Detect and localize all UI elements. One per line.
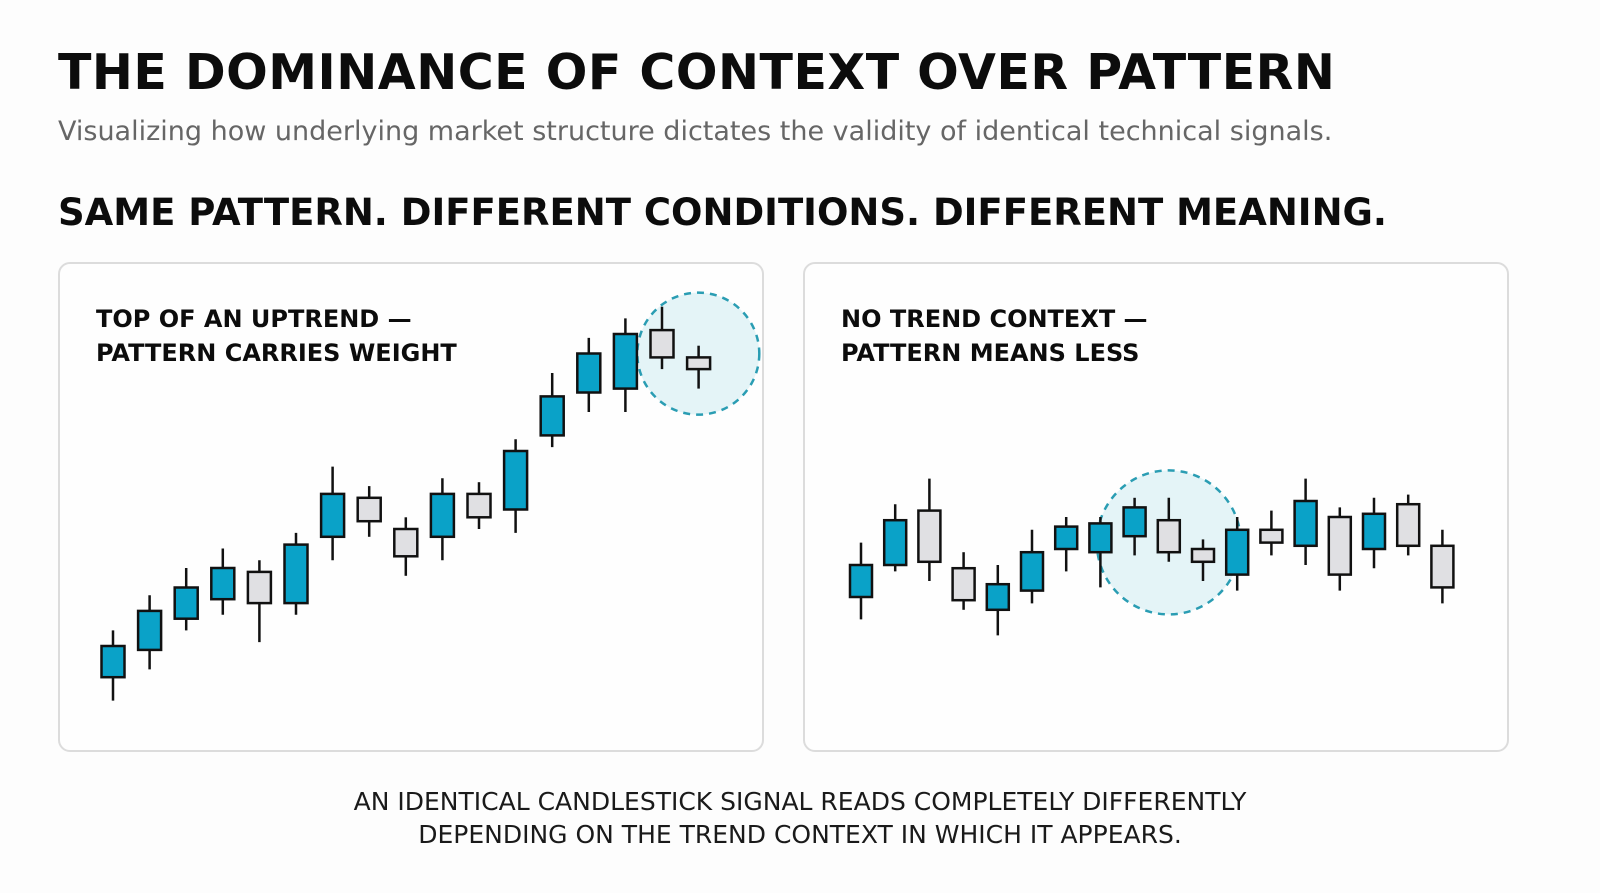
uptrend-candle [319, 466, 346, 561]
uptrend-candle [356, 486, 382, 537]
uptrend-candle-body [393, 527, 419, 558]
no-trend-candle-body [1156, 518, 1182, 554]
no-trend-candle [917, 478, 942, 581]
uptrend-candle-body [356, 496, 382, 523]
uptrend-candle-body [539, 395, 565, 437]
no-trend-candle-body [848, 563, 874, 599]
uptrend-candle-body [502, 449, 529, 511]
no-trend-candle [1122, 497, 1147, 556]
uptrend-candle [136, 595, 163, 670]
uptrend-candle [246, 560, 273, 643]
no-trend-panel-title: NO TREND CONTEXT — PATTERN MEANS LESS [841, 302, 1148, 370]
uptrend-candle-body [100, 644, 126, 679]
no-trend-candle-body [1430, 544, 1455, 589]
no-trend-candle-body [1088, 522, 1113, 554]
uptrend-candle [576, 337, 602, 412]
footer-caption-line1: AN IDENTICAL CANDLESTICK SIGNAL READS CO… [353, 787, 1247, 816]
uptrend-candle [612, 318, 639, 412]
uptrend-candle-body [685, 356, 712, 371]
no-trend-panel-title-line1: NO TREND CONTEXT — [841, 305, 1148, 333]
no-trend-candle-body [882, 518, 908, 567]
uptrend-candle [539, 373, 565, 448]
no-trend-candle-body [1019, 550, 1045, 592]
no-trend-candle-body [985, 582, 1011, 612]
no-trend-candle-body [1224, 528, 1250, 576]
no-trend-candlestick-chart [848, 469, 1455, 636]
uptrend-candle-body [246, 570, 273, 605]
uptrend-candle [502, 439, 529, 533]
uptrend-candle-body [429, 492, 456, 539]
uptrend-candle [466, 482, 492, 529]
no-trend-candle-body [1053, 525, 1079, 551]
no-trend-candle-body [1190, 547, 1216, 564]
uptrend-candle-body [466, 492, 492, 519]
no-trend-candle [1053, 517, 1079, 572]
no-trend-candle-body [1259, 528, 1284, 544]
uptrend-candle [210, 548, 236, 615]
no-trend-candle-body [1361, 512, 1387, 551]
no-trend-panel-title-line2: PATTERN MEANS LESS [841, 339, 1140, 367]
uptrend-candle [283, 532, 309, 615]
uptrend-candle-body [319, 492, 346, 539]
no-trend-candle [1293, 478, 1318, 565]
no-trend-candle-body [1293, 499, 1318, 548]
no-trend-candle-body [951, 566, 976, 602]
page-title: THE DOMINANCE OF CONTEXT OVER PATTERN [58, 44, 1336, 101]
uptrend-candle [429, 478, 456, 561]
uptrend-candle-body [283, 543, 309, 605]
footer-caption-line2: DEPENDING ON THE TREND CONTEXT IN WHICH … [418, 820, 1182, 849]
no-trend-candle [985, 565, 1011, 636]
no-trend-candle-body [917, 509, 942, 564]
no-trend-candle [1190, 539, 1216, 581]
no-trend-candle [1395, 494, 1421, 556]
no-trend-candle [1327, 507, 1353, 591]
uptrend-panel-title-line2: PATTERN CARRIES WEIGHT [96, 339, 457, 367]
no-trend-candle-body [1122, 506, 1147, 538]
no-trend-panel: NO TREND CONTEXT — PATTERN MEANS LESS [803, 262, 1509, 752]
uptrend-candle-body [612, 332, 639, 390]
uptrend-candlestick-chart [100, 291, 761, 701]
no-trend-candle [1088, 517, 1113, 588]
no-trend-candle [1224, 517, 1250, 591]
no-trend-candle [1430, 529, 1455, 604]
uptrend-candle-body [649, 328, 675, 359]
no-trend-candle [951, 552, 976, 610]
uptrend-candle-body [136, 609, 163, 652]
no-trend-candle [1259, 510, 1284, 556]
no-trend-candle-body [1395, 502, 1421, 548]
no-trend-candle [1361, 497, 1387, 569]
uptrend-candle [393, 517, 419, 576]
uptrend-candle [100, 630, 126, 701]
no-trend-candle [1019, 529, 1045, 604]
page-subtitle: Visualizing how underlying market struct… [58, 116, 1333, 147]
no-trend-candle [882, 504, 908, 572]
uptrend-candle-body [173, 586, 199, 620]
uptrend-panel-title: TOP OF AN UPTREND — PATTERN CARRIES WEIG… [96, 302, 457, 370]
tagline: SAME PATTERN. DIFFERENT CONDITIONS. DIFF… [58, 191, 1387, 234]
uptrend-panel: TOP OF AN UPTREND — PATTERN CARRIES WEIG… [58, 262, 764, 752]
no-trend-candle [1156, 497, 1182, 562]
uptrend-candle-body [576, 352, 602, 394]
uptrend-candle [685, 345, 712, 389]
uptrend-candle [173, 568, 199, 631]
uptrend-panel-title-line1: TOP OF AN UPTREND — [96, 305, 412, 333]
no-trend-candle [848, 542, 874, 620]
uptrend-candle [649, 306, 675, 370]
no-trend-candle-body [1327, 515, 1353, 576]
footer-caption: AN IDENTICAL CANDLESTICK SIGNAL READS CO… [0, 785, 1600, 851]
uptrend-candle-body [210, 566, 236, 601]
